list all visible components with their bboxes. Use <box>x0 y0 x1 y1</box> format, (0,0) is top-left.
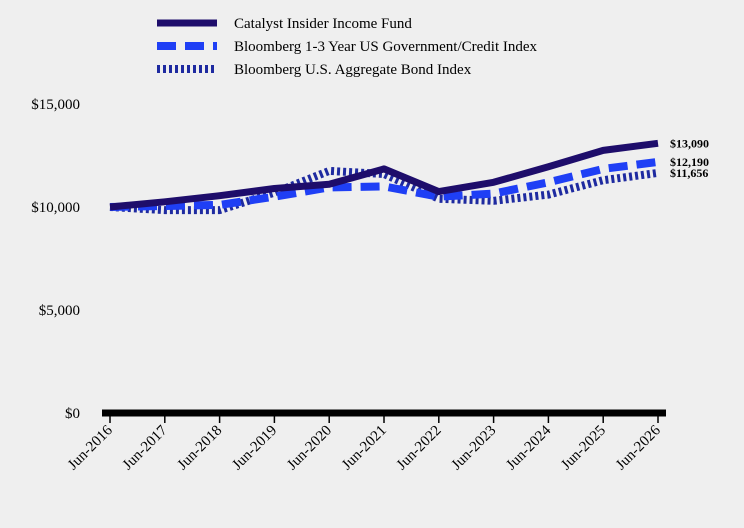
legend-item-bloomberg-1-3-year-us-government-credit-index: Bloomberg 1-3 Year US Government/Credit … <box>157 39 538 55</box>
y-tick-label: $0 <box>65 406 80 422</box>
legend-label: Bloomberg 1-3 Year US Government/Credit … <box>234 39 538 55</box>
y-axis: $0 $5,000 $10,000 $15,000 <box>31 97 80 422</box>
legend-label: Catalyst Insider Income Fund <box>234 16 412 32</box>
x-tick-label: Jun-2016 <box>65 422 116 473</box>
series-line-catalyst-insider-income-fund <box>109 139 659 211</box>
legend-label: Bloomberg U.S. Aggregate Bond Index <box>234 62 472 78</box>
x-tick-label: Jun-2026 <box>613 422 664 473</box>
end-value-label-bloomberg-u-s-aggregate-bond-index: $11,656 <box>670 166 708 180</box>
x-tick-label: Jun-2022 <box>394 423 445 474</box>
x-tick-label: Jun-2025 <box>558 423 609 474</box>
x-tick-label: Jun-2019 <box>229 423 280 474</box>
y-tick-label: $10,000 <box>31 200 80 216</box>
x-axis: Jun-2016 Jun-2017 Jun-2018 Jun-2019 Jun-2020… <box>65 409 666 474</box>
series-layer <box>109 139 659 215</box>
legend: Catalyst Insider Income Fund Bloomberg 1-… <box>157 16 538 78</box>
x-tick-label: Jun-2020 <box>284 423 335 474</box>
series-line-bloomberg-1-3-year-us-government-credit-index <box>109 157 659 211</box>
y-tick-label: $5,000 <box>39 303 80 319</box>
x-tick-label: Jun-2018 <box>175 423 226 474</box>
end-labels: $13,090 $12,190$11,656 <box>670 136 709 180</box>
x-tick-label: Jun-2024 <box>503 422 554 473</box>
end-value-label-catalyst-insider-income-fund: $13,090 <box>670 136 709 150</box>
legend-item-catalyst-insider-income-fund: Catalyst Insider Income Fund <box>157 16 412 32</box>
end-value-label-bloomberg-1-3-year-us-government-credit-index: $12,190 <box>670 155 709 169</box>
legend-item-bloomberg-u-s-aggregate-bond-index: Bloomberg U.S. Aggregate Bond Index <box>157 62 472 78</box>
x-tick-label: Jun-2023 <box>449 423 500 474</box>
y-tick-label: $15,000 <box>31 97 80 113</box>
x-tick-label: Jun-2017 <box>120 422 171 473</box>
x-tick-label: Jun-2021 <box>339 423 390 474</box>
series-line-bloomberg-u-s-aggregate-bond-index <box>109 166 659 215</box>
